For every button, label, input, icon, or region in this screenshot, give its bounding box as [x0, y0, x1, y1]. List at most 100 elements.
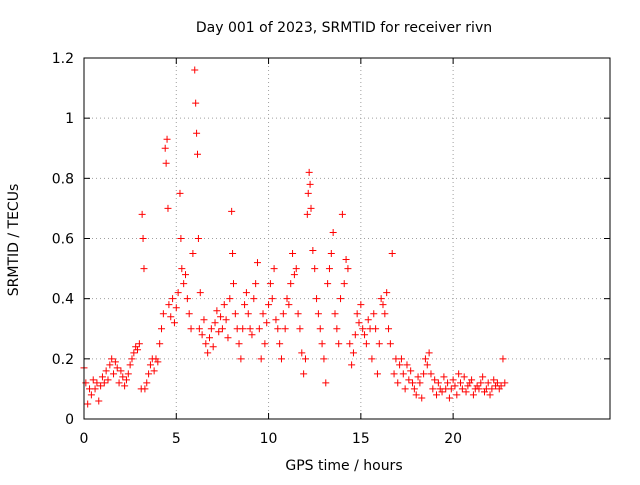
- data-point: [91, 385, 99, 393]
- data-point: [154, 358, 162, 366]
- data-point: [372, 325, 380, 333]
- data-point: [501, 379, 509, 387]
- x-tick-label: 20: [444, 431, 462, 447]
- data-point: [397, 355, 405, 363]
- data-point: [386, 340, 394, 348]
- data-point: [453, 391, 461, 399]
- x-tick-label: 5: [172, 431, 181, 447]
- data-point: [252, 280, 260, 288]
- data-point: [248, 331, 256, 339]
- data-point: [189, 250, 197, 258]
- data-point: [349, 349, 357, 357]
- data-point: [447, 385, 455, 393]
- data-point: [469, 391, 477, 399]
- data-point: [348, 361, 356, 369]
- data-point: [150, 367, 158, 375]
- x-axis-label: GPS time / hours: [285, 458, 402, 474]
- data-point: [457, 379, 465, 387]
- data-point: [346, 340, 354, 348]
- data-point: [311, 265, 319, 273]
- data-point: [324, 280, 332, 288]
- data-point: [306, 180, 314, 188]
- data-point: [493, 379, 501, 387]
- data-point: [194, 235, 202, 242]
- data-point: [410, 385, 418, 393]
- data-point: [124, 370, 132, 378]
- y-tick-label: 0: [65, 412, 74, 428]
- data-points: [80, 66, 509, 408]
- data-point: [194, 150, 202, 158]
- data-point: [309, 247, 317, 255]
- data-point: [307, 204, 315, 212]
- data-point: [490, 376, 498, 384]
- data-point: [263, 319, 271, 327]
- data-point: [161, 144, 169, 152]
- data-point: [451, 382, 459, 390]
- grid-lines: [84, 58, 610, 419]
- data-point: [93, 379, 101, 387]
- data-point: [338, 210, 346, 218]
- data-point: [388, 250, 396, 258]
- data-point: [325, 265, 333, 273]
- tick-labels: 0 0.2 0.4 0.6 0.8 1 1.2 0 5 10 15 20: [52, 51, 462, 447]
- data-point: [479, 373, 487, 381]
- data-point: [300, 370, 308, 378]
- data-point: [305, 168, 313, 176]
- data-point: [361, 331, 369, 339]
- data-point: [486, 391, 494, 399]
- y-tick-label: 0.8: [52, 171, 74, 187]
- data-point: [192, 99, 200, 107]
- data-point: [455, 370, 463, 378]
- data-point: [266, 280, 274, 288]
- data-point: [401, 385, 409, 393]
- data-point: [257, 355, 265, 363]
- data-point: [242, 289, 250, 297]
- data-point: [207, 325, 215, 333]
- data-point: [462, 388, 470, 396]
- data-point: [449, 376, 457, 384]
- data-point: [89, 376, 97, 384]
- data-point: [87, 391, 95, 399]
- data-point: [399, 370, 407, 378]
- data-point: [276, 340, 284, 348]
- data-point: [174, 289, 182, 297]
- data-point: [84, 400, 92, 408]
- data-point: [122, 376, 130, 384]
- data-point: [314, 310, 322, 318]
- data-point: [215, 328, 223, 336]
- data-point: [100, 379, 108, 387]
- y-tick-label: 0.4: [52, 292, 74, 308]
- data-point: [287, 280, 295, 288]
- data-point: [292, 265, 300, 273]
- data-point: [130, 349, 138, 357]
- data-point: [416, 379, 424, 387]
- data-point: [268, 295, 276, 303]
- data-point: [274, 325, 282, 333]
- data-point: [204, 349, 212, 357]
- data-point: [434, 379, 442, 387]
- data-point: [185, 310, 193, 318]
- data-point: [460, 373, 468, 381]
- data-point: [279, 310, 287, 318]
- data-point: [368, 355, 376, 363]
- data-point: [164, 204, 172, 212]
- data-point: [383, 289, 391, 297]
- data-point: [220, 301, 228, 309]
- data-point: [488, 385, 496, 393]
- data-point: [405, 376, 413, 384]
- data-point: [187, 325, 195, 333]
- data-point: [342, 256, 350, 264]
- x-tick-label: 0: [80, 431, 89, 447]
- data-point: [414, 373, 422, 381]
- data-point: [222, 316, 230, 324]
- data-point: [180, 280, 188, 288]
- data-point: [497, 382, 505, 390]
- data-point: [235, 340, 243, 348]
- data-point: [135, 340, 143, 348]
- data-point: [373, 370, 381, 378]
- data-point: [438, 388, 446, 396]
- data-point: [337, 295, 345, 303]
- data-point: [375, 340, 383, 348]
- data-point: [440, 373, 448, 381]
